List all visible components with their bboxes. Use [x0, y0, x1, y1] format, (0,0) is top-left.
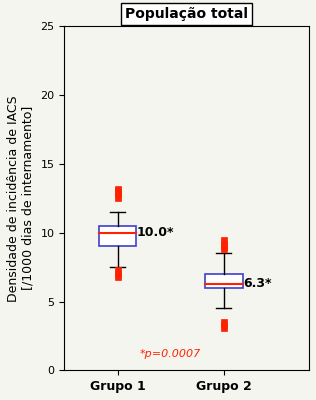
Title: População total: População total: [125, 7, 248, 21]
FancyBboxPatch shape: [205, 274, 243, 288]
Text: 6.3*: 6.3*: [243, 277, 271, 290]
Text: 10.0*: 10.0*: [137, 226, 174, 239]
Y-axis label: Densidade de incidência de IACS
[/1000 dias de internamento]: Densidade de incidência de IACS [/1000 d…: [7, 95, 35, 302]
FancyBboxPatch shape: [99, 226, 136, 246]
Text: *p=0.0007: *p=0.0007: [140, 349, 201, 359]
